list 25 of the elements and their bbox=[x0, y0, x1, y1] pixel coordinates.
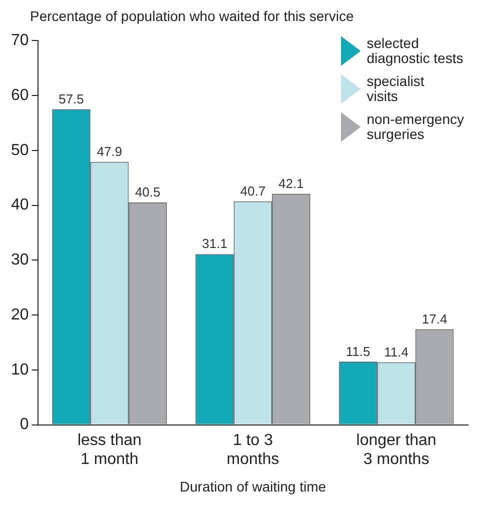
x-axis-title: Duration of waiting time bbox=[180, 478, 326, 494]
y-tick-label: 20 bbox=[11, 306, 29, 324]
y-tick-label: 10 bbox=[11, 361, 29, 378]
y-tick-label: 30 bbox=[11, 252, 29, 269]
x-tick-label: longer than 3 months bbox=[356, 432, 436, 468]
y-tick-label: 40 bbox=[11, 196, 29, 214]
data-label: 47.9 bbox=[96, 144, 122, 159]
data-label: 31.1 bbox=[202, 236, 228, 252]
y-axis-title: Percentage of population who waited for this service bbox=[29, 8, 355, 26]
data-label: 42.1 bbox=[278, 176, 304, 191]
y-tick-label: 50 bbox=[11, 142, 29, 159]
data-label: 57.5 bbox=[58, 91, 84, 106]
x-tick-label: less than 1 month bbox=[77, 432, 142, 468]
data-label: 40.7 bbox=[240, 183, 266, 198]
data-label: 11.4 bbox=[384, 344, 408, 360]
legend-label: non-emergency surgeries bbox=[366, 111, 464, 142]
y-tick-label: 70 bbox=[11, 32, 29, 50]
legend-label: specialist visits bbox=[366, 73, 424, 104]
data-label: 17.4 bbox=[422, 311, 448, 326]
legend-label: selected diagnostic tests bbox=[366, 35, 464, 66]
y-tick-label: 0 bbox=[20, 416, 29, 434]
data-label: 11.5 bbox=[346, 344, 370, 359]
y-tick-label: 60 bbox=[11, 86, 29, 104]
data-label: 40.5 bbox=[135, 184, 160, 200]
x-tick-label: 1 to 3 months bbox=[226, 432, 280, 468]
